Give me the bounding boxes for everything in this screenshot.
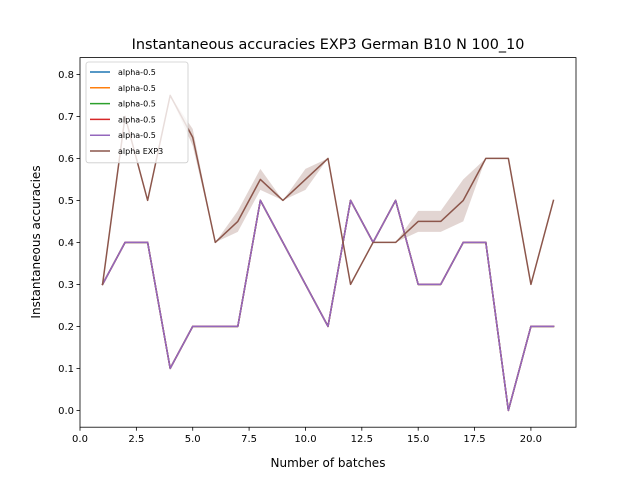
y-tick-label: 0.2 [58, 322, 74, 333]
x-tick-label: 20.0 [520, 434, 542, 445]
y-tick-label: 0.3 [58, 280, 74, 291]
legend-label: alpha-0.5 [118, 131, 156, 140]
legend-label: alpha-0.5 [118, 84, 156, 93]
legend-label: alpha-0.5 [118, 68, 156, 77]
y-tick-label: 0.5 [58, 196, 74, 207]
legend-label: alpha-0.5 [118, 100, 156, 109]
x-tick-label: 10.0 [294, 434, 316, 445]
x-axis: 0.0 2.5 5.0 7.5 10.0 12.5 15.0 17.5 20.0 [72, 427, 542, 445]
y-axis-label: Instantaneous accuracies [29, 165, 43, 318]
legend: alpha-0.5 alpha-0.5 alpha-0.5 alpha-0.5 alph… [85, 61, 189, 164]
x-tick-label: 2.5 [128, 434, 144, 445]
y-tick-label: 0.7 [58, 112, 74, 123]
x-tick-label: 7.5 [241, 434, 257, 445]
y-tick-label: 0.1 [58, 364, 74, 375]
series-4-line [101, 199, 555, 412]
legend-label: alpha-0.5 [118, 115, 156, 124]
x-axis-label: Number of batches [271, 456, 386, 470]
x-tick-label: 12.5 [351, 434, 373, 445]
y-tick-label: 0.4 [58, 238, 74, 249]
series-5-confidence-band [102, 95, 554, 285]
y-tick-label: 0.6 [58, 154, 74, 165]
x-tick-label: 0.0 [72, 434, 88, 445]
legend-label: alpha EXP3 [118, 147, 163, 156]
y-axis: 0.0 0.1 0.2 0.3 0.4 0.5 0.6 0.7 0.8 [58, 70, 80, 417]
y-tick-label: 0.0 [58, 406, 74, 417]
x-tick-label: 15.0 [407, 434, 429, 445]
legend-box [85, 61, 189, 164]
y-tick-label: 0.8 [58, 70, 74, 81]
x-tick-label: 5.0 [185, 434, 201, 445]
chart-title: Instantaneous accuracies EXP3 German B10… [132, 37, 525, 53]
x-tick-label: 17.5 [463, 434, 485, 445]
